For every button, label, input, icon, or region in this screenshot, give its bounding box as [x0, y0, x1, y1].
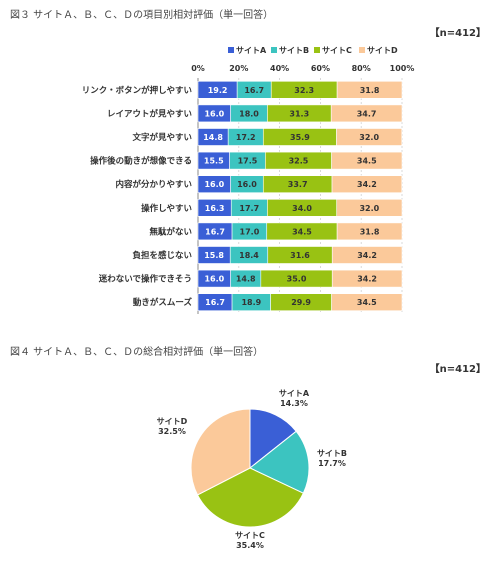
pie-slice-2	[196, 467, 305, 528]
bar-value-label-2-1: 17.2	[236, 133, 256, 142]
bar-value-label-9-2: 29.9	[291, 298, 311, 307]
bar-value-label-0-3: 31.8	[360, 86, 380, 95]
bar-value-label-6-3: 31.8	[360, 227, 380, 236]
bar-value-label-4-1: 16.0	[237, 180, 257, 189]
bar-value-label-3-3: 34.5	[357, 157, 377, 166]
fig4-title: 図４ サイトＡ、Ｂ、Ｃ、Ｄの総合相対評価（単一回答）	[10, 347, 264, 358]
pie-slice-1	[249, 430, 310, 494]
bar-value-label-8-1: 14.8	[236, 275, 256, 284]
bar-segment-0-3	[336, 80, 403, 99]
bar-value-label-7-2: 31.6	[290, 251, 310, 260]
bar-value-label-8-3: 34.2	[357, 275, 377, 284]
bar-value-label-7-3: 34.2	[357, 251, 377, 260]
category-label-2: 文字が見やすい	[132, 132, 192, 143]
category-label-7: 負担を感じない	[132, 250, 192, 261]
bar-value-label-4-0: 16.0	[204, 180, 224, 189]
bar-value-label-3-0: 15.5	[204, 157, 224, 166]
category-label-1: レイアウトが見やすい	[107, 108, 192, 119]
bar-value-label-2-0: 14.8	[203, 133, 223, 142]
legend-label-3: サイトD	[367, 46, 398, 55]
bar-segment-8-3	[331, 269, 403, 288]
bar-value-label-6-0: 16.7	[205, 227, 225, 236]
legend-swatch-0	[228, 47, 234, 53]
pie-pct-label-1: 17.7%	[318, 459, 346, 468]
category-label-0: リンク・ボタンが押しやすい	[82, 85, 192, 96]
category-label-8: 迷わないで操作できそう	[98, 274, 192, 285]
x-tick-label-3: 60%	[311, 64, 330, 73]
bar-value-label-6-1: 17.0	[240, 227, 260, 236]
pie-slice-0	[249, 408, 297, 470]
bar-segment-9-3	[331, 293, 403, 312]
bar-value-label-2-3: 32.0	[359, 133, 379, 142]
pie-pct-label-2: 35.4%	[236, 541, 264, 550]
pie-label-2: サイトC	[235, 531, 265, 540]
bar-value-label-3-2: 32.5	[289, 157, 309, 166]
bar-value-label-5-0: 16.3	[205, 204, 225, 213]
x-tick-label-0: 0%	[191, 64, 205, 73]
bar-value-label-8-0: 16.0	[204, 275, 224, 284]
bar-value-label-5-2: 34.0	[292, 204, 312, 213]
bar-value-label-2-2: 35.9	[290, 133, 310, 142]
bar-segment-3-3	[331, 151, 403, 170]
legend-swatch-1	[271, 47, 277, 53]
bar-value-label-6-2: 34.5	[292, 227, 312, 236]
pie-slice-3	[190, 408, 251, 496]
bar-segment-6-3	[336, 222, 403, 241]
pie-pct-label-3: 32.5%	[158, 427, 186, 436]
legend-swatch-3	[359, 47, 365, 53]
bar-value-label-5-3: 32.0	[359, 204, 379, 213]
category-label-6: 無駄がない	[149, 226, 192, 237]
bar-value-label-8-2: 35.0	[287, 275, 307, 284]
legend-swatch-2	[314, 47, 320, 53]
bar-value-label-5-1: 17.7	[239, 204, 259, 213]
bar-value-label-3-1: 17.5	[238, 157, 258, 166]
bar-value-label-1-3: 34.7	[357, 109, 377, 118]
category-label-4: 内容が分かりやすい	[115, 179, 192, 190]
x-tick-label-2: 40%	[270, 64, 289, 73]
bar-value-label-4-2: 33.7	[288, 180, 308, 189]
bar-segment-5-3	[336, 199, 403, 217]
category-label-5: 操作しやすい	[141, 203, 192, 214]
legend-label-1: サイトB	[279, 46, 309, 55]
fig3-title: 図３ サイトＡ、Ｂ、Ｃ、Ｄの項目別相対評価（単一回答）	[10, 10, 274, 21]
bar-value-label-9-0: 16.7	[205, 298, 225, 307]
pie-label-3: サイトD	[157, 417, 188, 426]
pie-label-1: サイトB	[317, 449, 347, 458]
x-tick-label-5: 100%	[390, 64, 415, 73]
bar-value-label-4-3: 34.2	[357, 180, 377, 189]
legend-label-2: サイトC	[322, 46, 352, 55]
x-tick-label-4: 80%	[352, 64, 371, 73]
bar-value-label-9-1: 18.9	[241, 298, 261, 307]
bar-value-label-9-3: 34.5	[357, 298, 377, 307]
category-label-9: 動きがスムーズ	[133, 297, 193, 308]
bar-value-label-7-0: 15.8	[204, 251, 224, 260]
bar-segment-4-3	[331, 175, 403, 193]
pie-pct-label-0: 14.3%	[280, 399, 308, 408]
bar-value-label-0-2: 32.3	[294, 86, 314, 95]
bar-value-label-0-0: 19.2	[208, 86, 228, 95]
fig4-n-label: 【n=412】	[429, 364, 486, 375]
bar-value-label-1-0: 16.0	[204, 109, 224, 118]
bar-value-label-7-1: 18.4	[239, 251, 259, 260]
bar-value-label-0-1: 16.7	[244, 86, 264, 95]
category-label-3: 操作後の動きが想像できる	[90, 156, 192, 167]
legend-label-0: サイトA	[236, 46, 267, 55]
pie-label-0: サイトA	[279, 389, 310, 398]
bar-value-label-1-2: 31.3	[289, 109, 309, 118]
bar-segment-2-3	[336, 128, 403, 146]
bar-value-label-1-1: 18.0	[239, 109, 259, 118]
bar-segment-1-3	[330, 104, 403, 123]
fig3-n-label: 【n=412】	[429, 28, 486, 39]
x-tick-label-1: 20%	[229, 64, 248, 73]
bar-segment-7-3	[331, 246, 403, 264]
stacked-bar-chart: サイトA サイトB サイトC サイトD 0% 20% 40% 60% 80% 100% リンク・ボタ…	[82, 46, 415, 314]
